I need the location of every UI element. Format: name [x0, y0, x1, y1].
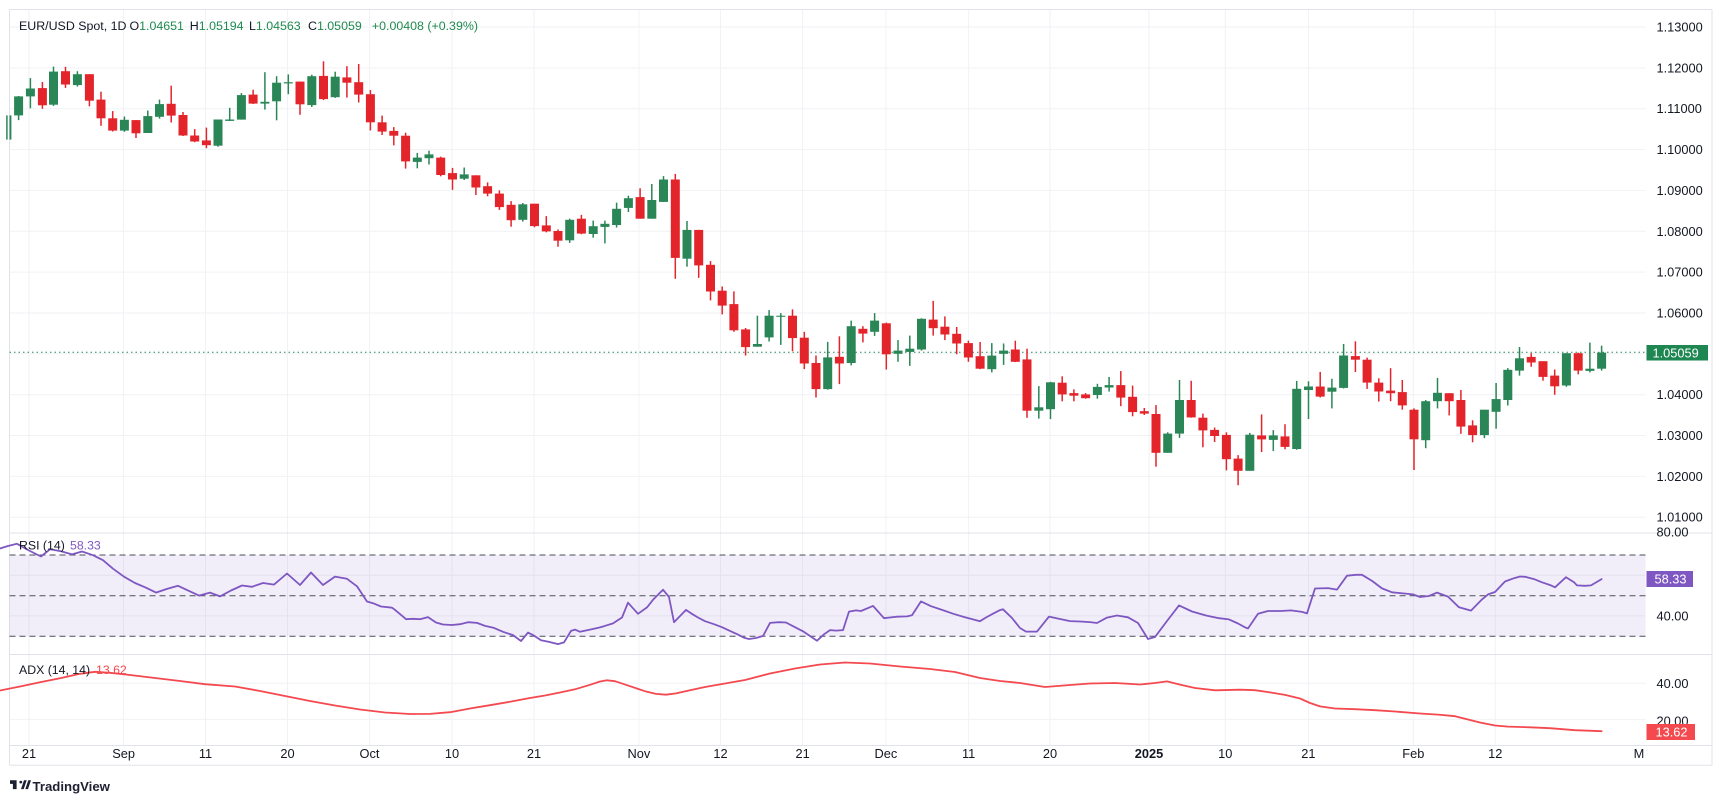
svg-text:21: 21 [795, 746, 809, 761]
svg-text:12: 12 [1488, 746, 1502, 761]
svg-text:20: 20 [280, 746, 294, 761]
svg-text:11: 11 [199, 746, 212, 761]
svg-text:11: 11 [962, 746, 975, 761]
svg-text:1.02000: 1.02000 [1657, 469, 1703, 484]
svg-text:C1.05059: C1.05059 [308, 19, 362, 33]
svg-text:O1.04651: O1.04651 [130, 19, 185, 33]
svg-text:Nov: Nov [628, 746, 651, 761]
svg-text:1.03000: 1.03000 [1657, 428, 1703, 443]
svg-text:58.33: 58.33 [70, 539, 101, 553]
svg-text:10: 10 [1218, 746, 1232, 761]
svg-text:12: 12 [713, 746, 727, 761]
svg-text:1.13000: 1.13000 [1657, 20, 1703, 35]
svg-text:20: 20 [1043, 746, 1057, 761]
svg-text:L1.04563: L1.04563 [249, 19, 301, 33]
svg-text:1.06000: 1.06000 [1657, 306, 1703, 321]
svg-text:2025: 2025 [1135, 746, 1163, 761]
svg-text:10: 10 [445, 746, 459, 761]
svg-text:1.01000: 1.01000 [1657, 510, 1703, 525]
svg-text:13.62: 13.62 [1656, 725, 1688, 740]
svg-text:ADX (14, 14): ADX (14, 14) [19, 663, 90, 677]
svg-text:1.11000: 1.11000 [1657, 101, 1702, 116]
svg-text:1.10000: 1.10000 [1657, 142, 1703, 157]
svg-text:58.33: 58.33 [1655, 572, 1687, 587]
svg-text:1.12000: 1.12000 [1657, 60, 1703, 75]
svg-text:13.62: 13.62 [96, 663, 127, 677]
svg-text:Oct: Oct [360, 746, 380, 761]
svg-text:Feb: Feb [1402, 746, 1424, 761]
svg-text:EUR/USD Spot, 1D: EUR/USD Spot, 1D [19, 19, 126, 33]
svg-text:40.00: 40.00 [1657, 609, 1689, 624]
svg-text:+0.00408 (+0.39%): +0.00408 (+0.39%) [372, 19, 478, 33]
svg-text:1.08000: 1.08000 [1657, 224, 1703, 239]
svg-text:40.00: 40.00 [1657, 676, 1689, 691]
svg-text:1.05059: 1.05059 [1653, 345, 1699, 360]
svg-text:80.00: 80.00 [1657, 525, 1689, 540]
svg-text:Dec: Dec [875, 746, 898, 761]
svg-text:21: 21 [1301, 746, 1315, 761]
svg-text:RSI (14): RSI (14) [19, 539, 65, 553]
svg-text:1.07000: 1.07000 [1657, 265, 1703, 280]
svg-text:21: 21 [22, 746, 36, 761]
svg-text:1.04000: 1.04000 [1657, 387, 1703, 402]
svg-text:Sep: Sep [112, 746, 135, 761]
svg-text:21: 21 [527, 746, 541, 761]
svg-text:TradingView: TradingView [33, 779, 111, 794]
svg-text:H1.05194: H1.05194 [190, 19, 244, 33]
svg-text:1.09000: 1.09000 [1657, 183, 1703, 198]
svg-text:M: M [1634, 746, 1645, 761]
